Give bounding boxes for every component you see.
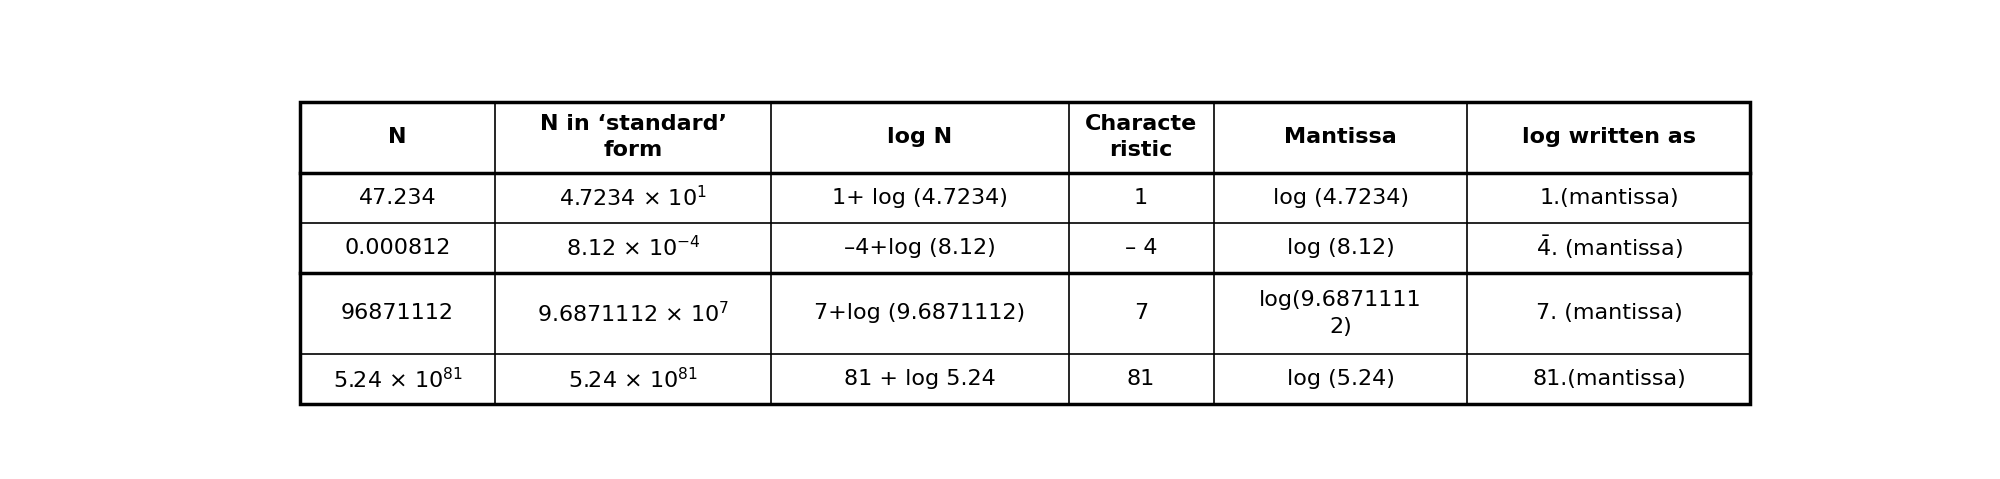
Bar bbox=[1214, 102, 1468, 173]
Bar bbox=[1468, 173, 1750, 223]
Bar bbox=[1468, 223, 1750, 273]
Bar bbox=[772, 223, 1068, 273]
Text: 7. (mantissa): 7. (mantissa) bbox=[1536, 304, 1682, 323]
Text: log (8.12): log (8.12) bbox=[1286, 238, 1394, 258]
Text: 7: 7 bbox=[1134, 304, 1148, 323]
Bar bbox=[772, 173, 1068, 223]
Text: 1: 1 bbox=[1134, 188, 1148, 208]
Bar bbox=[300, 102, 1750, 404]
Bar bbox=[1214, 223, 1468, 273]
Text: 81.(mantissa): 81.(mantissa) bbox=[1532, 369, 1686, 389]
Text: N: N bbox=[388, 127, 406, 147]
Text: –4+log (8.12): –4+log (8.12) bbox=[844, 238, 996, 258]
Text: 96871112: 96871112 bbox=[342, 304, 454, 323]
Bar bbox=[772, 273, 1068, 354]
Text: 5.24 $\times$ 10$^{81}$: 5.24 $\times$ 10$^{81}$ bbox=[332, 366, 462, 392]
Bar bbox=[1468, 273, 1750, 354]
Text: N in ‘standard’
form: N in ‘standard’ form bbox=[540, 114, 726, 160]
Text: log (4.7234): log (4.7234) bbox=[1272, 188, 1408, 208]
Bar bbox=[300, 102, 496, 173]
Text: 47.234: 47.234 bbox=[358, 188, 436, 208]
Bar bbox=[300, 223, 496, 273]
Bar bbox=[1468, 354, 1750, 404]
Bar bbox=[772, 102, 1068, 173]
Text: $\bar{4}$. (mantissa): $\bar{4}$. (mantissa) bbox=[1536, 234, 1682, 262]
Bar bbox=[1068, 173, 1214, 223]
Text: Mantissa: Mantissa bbox=[1284, 127, 1396, 147]
Bar bbox=[496, 273, 772, 354]
Bar bbox=[1068, 273, 1214, 354]
Text: 5.24 $\times$ 10$^{81}$: 5.24 $\times$ 10$^{81}$ bbox=[568, 366, 698, 392]
Text: log (5.24): log (5.24) bbox=[1286, 369, 1394, 389]
Text: log N: log N bbox=[888, 127, 952, 147]
Bar bbox=[300, 354, 496, 404]
Bar bbox=[1068, 102, 1214, 173]
Text: 81 + log 5.24: 81 + log 5.24 bbox=[844, 369, 996, 389]
Text: 1+ log (4.7234): 1+ log (4.7234) bbox=[832, 188, 1008, 208]
Bar bbox=[496, 173, 772, 223]
Text: log written as: log written as bbox=[1522, 127, 1696, 147]
Text: 0.000812: 0.000812 bbox=[344, 238, 450, 258]
Text: 4.7234 $\times$ 10$^{1}$: 4.7234 $\times$ 10$^{1}$ bbox=[560, 185, 708, 210]
Text: 81: 81 bbox=[1126, 369, 1156, 389]
Text: Characte
ristic: Characte ristic bbox=[1084, 114, 1198, 160]
Text: 9.6871112 $\times$ 10$^{7}$: 9.6871112 $\times$ 10$^{7}$ bbox=[538, 301, 730, 326]
Bar bbox=[1214, 354, 1468, 404]
Text: 8.12 $\times$ 10$^{-4}$: 8.12 $\times$ 10$^{-4}$ bbox=[566, 235, 700, 260]
Bar bbox=[496, 223, 772, 273]
Bar bbox=[1214, 173, 1468, 223]
Text: – 4: – 4 bbox=[1124, 238, 1158, 258]
Bar bbox=[1068, 354, 1214, 404]
Bar bbox=[772, 354, 1068, 404]
Bar bbox=[1214, 273, 1468, 354]
Text: 1.(mantissa): 1.(mantissa) bbox=[1540, 188, 1678, 208]
Bar bbox=[300, 273, 496, 354]
Text: 7+log (9.6871112): 7+log (9.6871112) bbox=[814, 304, 1026, 323]
Bar bbox=[1468, 102, 1750, 173]
Bar bbox=[496, 102, 772, 173]
Text: log(9.6871111
2): log(9.6871111 2) bbox=[1260, 290, 1422, 337]
Bar bbox=[300, 173, 496, 223]
Bar bbox=[496, 354, 772, 404]
Bar bbox=[1068, 223, 1214, 273]
